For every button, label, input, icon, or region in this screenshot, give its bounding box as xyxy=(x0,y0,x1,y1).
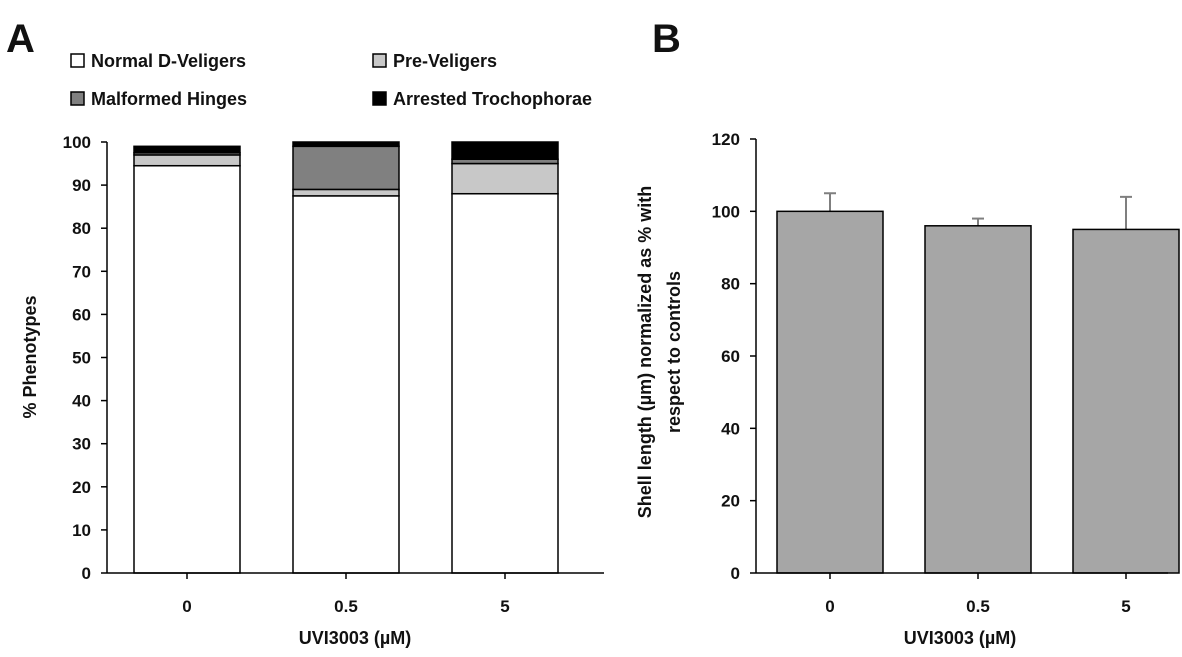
y-tick-label: 100 xyxy=(712,202,740,221)
y-axis-title-line1: Shell length (µm) normalized as % with xyxy=(635,186,655,518)
bar-segment xyxy=(451,192,559,574)
legend-swatch xyxy=(70,91,85,106)
y-tick-label: 120 xyxy=(712,130,740,149)
y-tick-label: 60 xyxy=(72,305,91,324)
legend-swatch xyxy=(372,53,387,68)
legend-label: Arrested Trochophorae xyxy=(393,89,592,109)
y-tick-label: 10 xyxy=(72,521,91,540)
bar-segment xyxy=(133,164,241,574)
x-tick-label: 5 xyxy=(1121,597,1130,616)
x-tick-label: 0 xyxy=(825,597,834,616)
bar-segment xyxy=(292,188,400,197)
chart-a: Normal D-Veligers Pre-Veligers Malformed H… xyxy=(20,51,604,648)
y-tick-label: 20 xyxy=(72,478,91,497)
y-tick-label: 40 xyxy=(72,392,91,411)
bar-segment xyxy=(133,154,241,167)
bar xyxy=(924,225,1032,574)
legend-swatch xyxy=(70,53,85,68)
bar-segment xyxy=(451,162,559,195)
y-tick-label: 60 xyxy=(721,347,740,366)
y-tick-label: 80 xyxy=(721,275,740,294)
y-tick-label: 0 xyxy=(82,564,91,583)
y-tick-label: 40 xyxy=(721,419,740,438)
y-tick-label: 0 xyxy=(731,564,740,583)
bar-segment xyxy=(133,145,241,154)
legend-swatch xyxy=(372,91,387,106)
x-axis-title: UVI3003 (µM) xyxy=(299,628,411,648)
y-tick-label: 20 xyxy=(721,492,740,511)
y-tick-label: 100 xyxy=(63,133,91,152)
panel-b-letter: B xyxy=(652,17,681,61)
y-tick-label: 50 xyxy=(72,349,91,368)
bar-segment xyxy=(292,145,400,191)
legend-label: Malformed Hinges xyxy=(91,89,247,109)
y-axis-title: % Phenotypes xyxy=(20,295,40,418)
y-tick-label: 70 xyxy=(72,262,91,281)
chart-b: 0 0.5 5 0 20 40 60 80 100 120 UVI3003 (µM) Shell le… xyxy=(635,130,1180,648)
y-tick-label: 80 xyxy=(72,219,91,238)
y-tick-label: 30 xyxy=(72,435,91,454)
bar xyxy=(776,210,884,574)
x-tick-label: 0.5 xyxy=(334,597,358,616)
x-axis-title: UVI3003 (µM) xyxy=(904,628,1016,648)
bar-segment xyxy=(451,141,559,160)
x-tick-label: 0.5 xyxy=(966,597,990,616)
bar-segment xyxy=(292,141,400,148)
panel-a-letter: A xyxy=(6,17,35,61)
bar-segment xyxy=(292,195,400,574)
legend-label: Pre-Veligers xyxy=(393,51,497,71)
y-axis-title-line2: respect to controls xyxy=(664,271,684,433)
bar xyxy=(1072,228,1180,574)
x-tick-label: 0 xyxy=(182,597,191,616)
y-tick-label: 90 xyxy=(72,176,91,195)
legend-label: Normal D-Veligers xyxy=(91,51,246,71)
x-tick-label: 5 xyxy=(500,597,509,616)
